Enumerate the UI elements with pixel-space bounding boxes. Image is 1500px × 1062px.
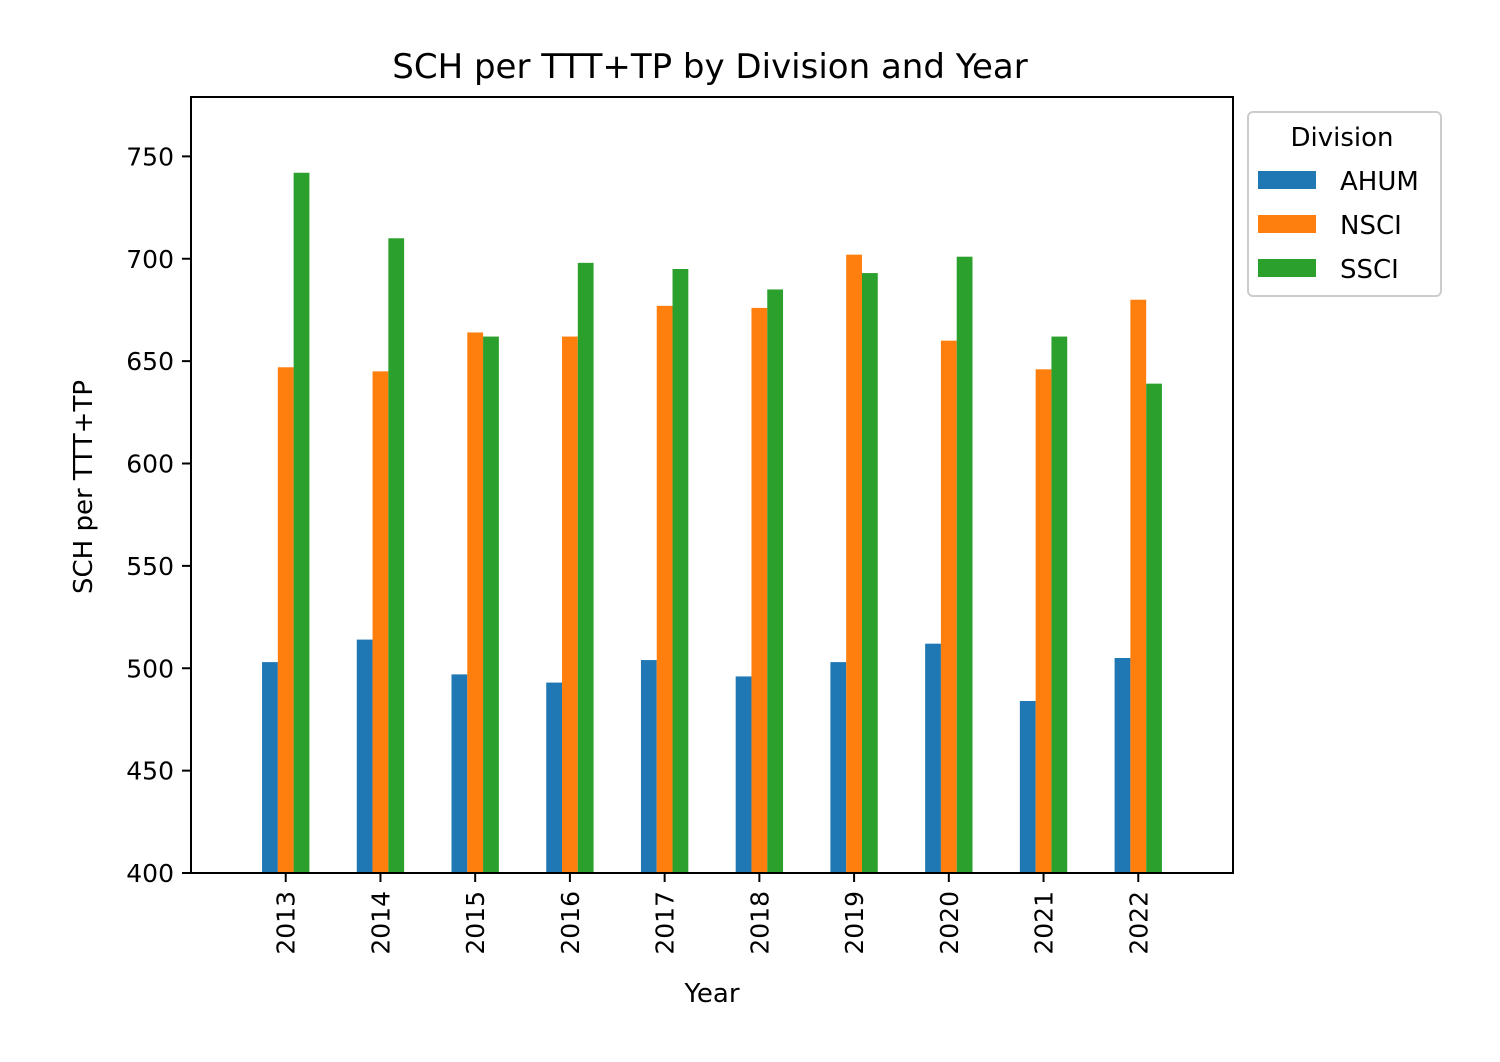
y-axis-label: SCH per TTT+TP xyxy=(69,380,99,594)
bar-ahum-2013 xyxy=(262,662,278,873)
legend-swatch-ssci xyxy=(1258,259,1316,277)
x-axis: 2013 2014 2015 2016 2017 2018 2019 2020 2021 2022 xyxy=(272,873,1153,955)
x-tick-label-2014: 2014 xyxy=(366,891,395,955)
series-nsci xyxy=(277,254,1147,874)
bar-nsci-2016 xyxy=(562,336,578,873)
plot-frame xyxy=(190,96,1234,874)
chart-title: SCH per TTT+TP by Division and Year xyxy=(392,47,1027,87)
y-tick-label: 700 xyxy=(126,245,174,274)
legend-title: Division xyxy=(1290,123,1393,153)
y-tick-label: 600 xyxy=(126,450,174,479)
x-tick-label-2013: 2013 xyxy=(272,891,301,955)
legend-swatch-ahum xyxy=(1258,171,1316,189)
x-tick-label-2021: 2021 xyxy=(1030,891,1059,955)
y-tick-label: 500 xyxy=(126,654,174,683)
legend-items: AHUM NSCI SSCI xyxy=(1258,167,1419,285)
bar-nsci-2019 xyxy=(846,254,862,873)
legend: Division AHUM NSCI SSCI xyxy=(1247,111,1442,297)
x-tick-label-2016: 2016 xyxy=(556,891,585,955)
y-tick-label: 550 xyxy=(126,552,174,581)
bar-ssci-2022 xyxy=(1146,383,1162,873)
bar-nsci-2020 xyxy=(940,340,957,873)
bar-ssci-2015 xyxy=(483,336,499,873)
x-tick-label-2019: 2019 xyxy=(840,891,869,955)
bar-nsci-2013 xyxy=(277,367,294,873)
legend-box xyxy=(1247,111,1442,297)
bar-nsci-2017 xyxy=(656,305,673,874)
y-tick-label: 650 xyxy=(126,347,174,376)
bar-nsci-2022 xyxy=(1130,299,1147,873)
x-axis-label: Year xyxy=(683,979,739,1009)
bar-nsci-2021 xyxy=(1035,369,1052,873)
bar-ahum-2015 xyxy=(451,674,468,873)
y-axis: 400 450 500 550 600 650 700 750 xyxy=(126,142,191,888)
legend-label-ahum: AHUM xyxy=(1340,167,1419,197)
x-tick-label-2018: 2018 xyxy=(745,891,774,955)
bar-ahum-2021 xyxy=(1019,701,1036,873)
bar-ahum-2017 xyxy=(640,660,657,873)
bar-ahum-2014 xyxy=(356,639,373,873)
bar-nsci-2015 xyxy=(467,332,484,874)
bar-nsci-2014 xyxy=(372,371,389,873)
bar-ssci-2014 xyxy=(388,238,405,873)
bar-ssci-2020 xyxy=(956,256,973,873)
bar-ahum-2016 xyxy=(546,682,563,873)
legend-swatch-nsci xyxy=(1258,215,1316,233)
bar-ahum-2018 xyxy=(735,676,752,873)
x-tick-label-2020: 2020 xyxy=(935,891,964,955)
bar-ssci-2013 xyxy=(293,172,310,873)
x-tick-label-2017: 2017 xyxy=(651,891,680,955)
bar-ahum-2022 xyxy=(1114,658,1131,873)
bar-ssci-2021 xyxy=(1051,336,1068,873)
bar-ahum-2020 xyxy=(925,643,941,873)
x-tick-label-2022: 2022 xyxy=(1124,891,1153,955)
bar-ssci-2019 xyxy=(861,273,878,874)
bar-nsci-2018 xyxy=(751,307,768,873)
x-tick-label-2015: 2015 xyxy=(461,891,490,955)
legend-label-ssci: SSCI xyxy=(1340,255,1399,285)
legend-label-nsci: NSCI xyxy=(1340,211,1402,241)
series-ahum xyxy=(262,639,1131,873)
y-tick-label: 750 xyxy=(126,142,174,171)
y-tick-label: 400 xyxy=(126,859,174,888)
bar-ssci-2017 xyxy=(672,268,689,873)
y-tick-label: 450 xyxy=(126,757,174,786)
plot-area xyxy=(262,172,1162,874)
bar-ahum-2019 xyxy=(830,662,847,873)
series-ssci xyxy=(293,172,1162,874)
bar-ssci-2016 xyxy=(577,262,594,874)
bar-ssci-2018 xyxy=(767,289,784,874)
